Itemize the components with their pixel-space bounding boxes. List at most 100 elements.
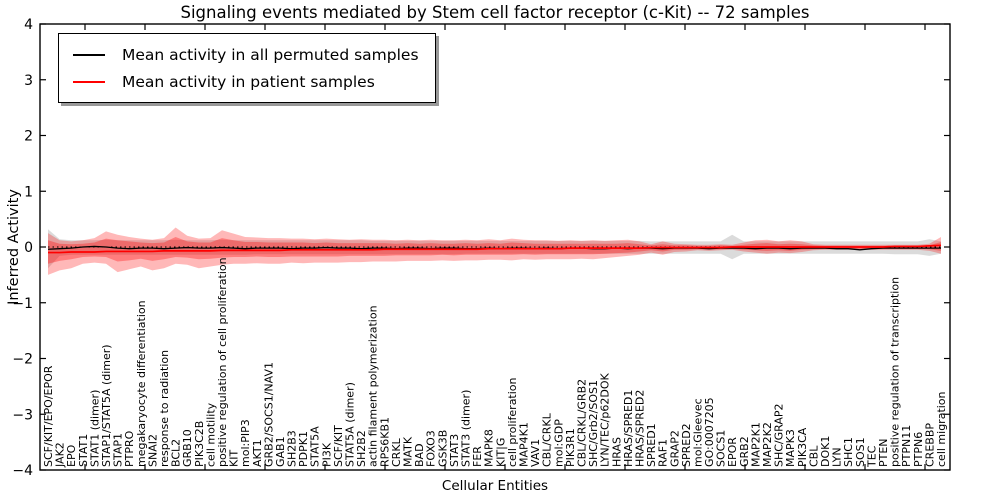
x-category-label: SPRED1 xyxy=(645,423,658,467)
x-category-label: HRAS/SPRED1 xyxy=(622,390,635,467)
x-category-label: BAD xyxy=(413,443,426,467)
x-category-label: MATK xyxy=(402,436,415,467)
x-category-label: cell migration xyxy=(935,391,948,467)
x-category-label: response to radiation xyxy=(158,350,171,467)
x-category-label: PTEN xyxy=(877,438,890,467)
x-category-label: RPS6KB1 xyxy=(378,417,391,467)
x-category-label: LYN/TEC/p62DOK xyxy=(599,373,612,467)
legend-item-permuted: Mean activity in all permuted samples xyxy=(73,41,419,68)
x-category-label: SCF/KIT xyxy=(332,425,345,467)
x-category-label: CBL/CRKL/GRB2 xyxy=(576,379,589,467)
patient-range-inner-band xyxy=(48,237,941,264)
x-category-label: MAP2K2 xyxy=(761,422,774,467)
x-category-label: STAT3 (dimer) xyxy=(460,390,473,467)
x-category-label: BCL2 xyxy=(170,439,183,467)
x-category-label: LYN xyxy=(831,447,844,467)
x-category-label: HRAS xyxy=(610,437,623,467)
x-category-label: megakaryocyte differentiation xyxy=(135,300,148,467)
x-category-label: PTPN11 xyxy=(900,425,913,467)
x-category-label: cell proliferation xyxy=(506,377,519,467)
x-category-label: PTPN6 xyxy=(912,432,925,467)
x-category-label: AKT1 xyxy=(251,439,264,467)
x-category-label: mol:Gleevec xyxy=(692,398,705,467)
x-category-label: GRAP2 xyxy=(668,430,681,467)
x-category-label: JAK2 xyxy=(54,442,67,468)
y-tick-label: −1 xyxy=(12,296,33,312)
x-axis-label: Cellular Entities xyxy=(441,478,549,494)
x-category-label: EPOR xyxy=(726,437,739,467)
x-category-label: DOK1 xyxy=(819,436,832,467)
x-category-label: SH2B2 xyxy=(355,430,368,467)
x-category-label: MAPK3 xyxy=(784,429,797,467)
y-tick-label: 2 xyxy=(24,129,33,145)
x-category-label: CREBBP xyxy=(923,423,936,467)
y-tick-label: −2 xyxy=(12,352,33,368)
x-category-label: GRB2 xyxy=(738,436,751,467)
y-tick-label: −4 xyxy=(12,463,33,479)
x-category-label: CRKL xyxy=(390,437,403,467)
x-category-label: cell motility xyxy=(204,402,217,467)
x-category-label: HRAS/SPRED2 xyxy=(634,390,647,467)
y-tick-label: 0 xyxy=(24,240,33,256)
x-category-label: STAT5A (dimer) xyxy=(344,382,357,467)
x-category-label: STAT3 xyxy=(448,434,461,467)
x-category-label: STAT5A xyxy=(309,426,322,467)
x-category-label: SH2B3 xyxy=(286,430,299,467)
x-category-label: SPRED2 xyxy=(680,423,693,467)
legend-item-patient: Mean activity in patient samples xyxy=(73,68,419,95)
legend: Mean activity in all permuted samples Me… xyxy=(58,33,436,103)
x-category-label: MAP4K1 xyxy=(518,422,531,467)
legend-label-patient: Mean activity in patient samples xyxy=(122,72,375,91)
legend-label-permuted: Mean activity in all permuted samples xyxy=(122,45,419,64)
x-category-label: KIT xyxy=(228,450,241,467)
x-category-label: GSK3B xyxy=(436,430,449,467)
x-category-label: GRB10 xyxy=(181,429,194,467)
x-category-label: positive regulation of cell proliferatio… xyxy=(216,257,229,467)
x-category-label: STAT1 (dimer) xyxy=(88,390,101,467)
x-category-label: RAF1 xyxy=(657,439,670,467)
x-category-label: PTPRO xyxy=(123,430,136,467)
x-category-label: FER xyxy=(471,446,484,467)
x-category-label: SOS1 xyxy=(854,437,867,467)
x-category-label: GO:0007205 xyxy=(703,397,716,467)
x-category-label: PDPK1 xyxy=(297,431,310,467)
x-category-label: PIK3CA xyxy=(796,427,809,467)
x-category-label: CBL xyxy=(807,445,820,467)
x-category-label: positive regulation of transcription xyxy=(889,277,902,467)
y-tick-label: 4 xyxy=(24,17,33,33)
x-category-label: EPO xyxy=(65,444,78,467)
x-category-label: MAPK8 xyxy=(483,429,496,467)
x-category-label: VAV1 xyxy=(529,439,542,467)
x-category-label: SHC/GRAP2 xyxy=(773,403,786,467)
x-category-label: GAB1 xyxy=(274,436,287,467)
x-category-label: mol:PIP3 xyxy=(239,419,252,467)
x-category-label: KIT|G xyxy=(494,438,507,467)
x-category-label: actin filament polymerization xyxy=(367,305,380,467)
x-category-label: STAP1/STAT5A (dimer) xyxy=(100,344,113,467)
x-category-label: GRB2/SOCS1/NAV1 xyxy=(262,362,275,467)
y-tick-label: 3 xyxy=(24,73,33,89)
x-category-label: SNAI2 xyxy=(146,434,159,467)
x-category-label: TEC xyxy=(865,445,878,468)
patient-range-outer-band xyxy=(48,227,941,275)
x-category-label: STAP1 xyxy=(112,433,125,467)
x-category-label: SCF/KIT/EPO/EPOR xyxy=(42,365,55,467)
y-tick-label: −3 xyxy=(12,407,33,423)
y-axis-label: Inferred Activity xyxy=(6,189,22,305)
permuted-line-swatch xyxy=(73,53,105,56)
x-category-label: SHC1 xyxy=(842,437,855,467)
x-category-label: PIK3C2B xyxy=(193,421,206,467)
x-category-label: PI3K xyxy=(320,442,333,467)
x-category-label: FOXO3 xyxy=(425,430,438,467)
x-category-label: STAT1 xyxy=(77,434,90,467)
patient-line-swatch xyxy=(73,80,105,83)
x-category-label: SOCS1 xyxy=(715,430,728,467)
patient-mean-line xyxy=(48,244,942,254)
x-category-label: CBL/CRKL xyxy=(541,412,554,467)
x-category-label: mol:GDP xyxy=(552,419,565,467)
x-category-label: MAP2K1 xyxy=(749,422,762,467)
chart-title: Signaling events mediated by Stem cell f… xyxy=(180,3,810,22)
y-tick-label: 1 xyxy=(24,184,33,200)
